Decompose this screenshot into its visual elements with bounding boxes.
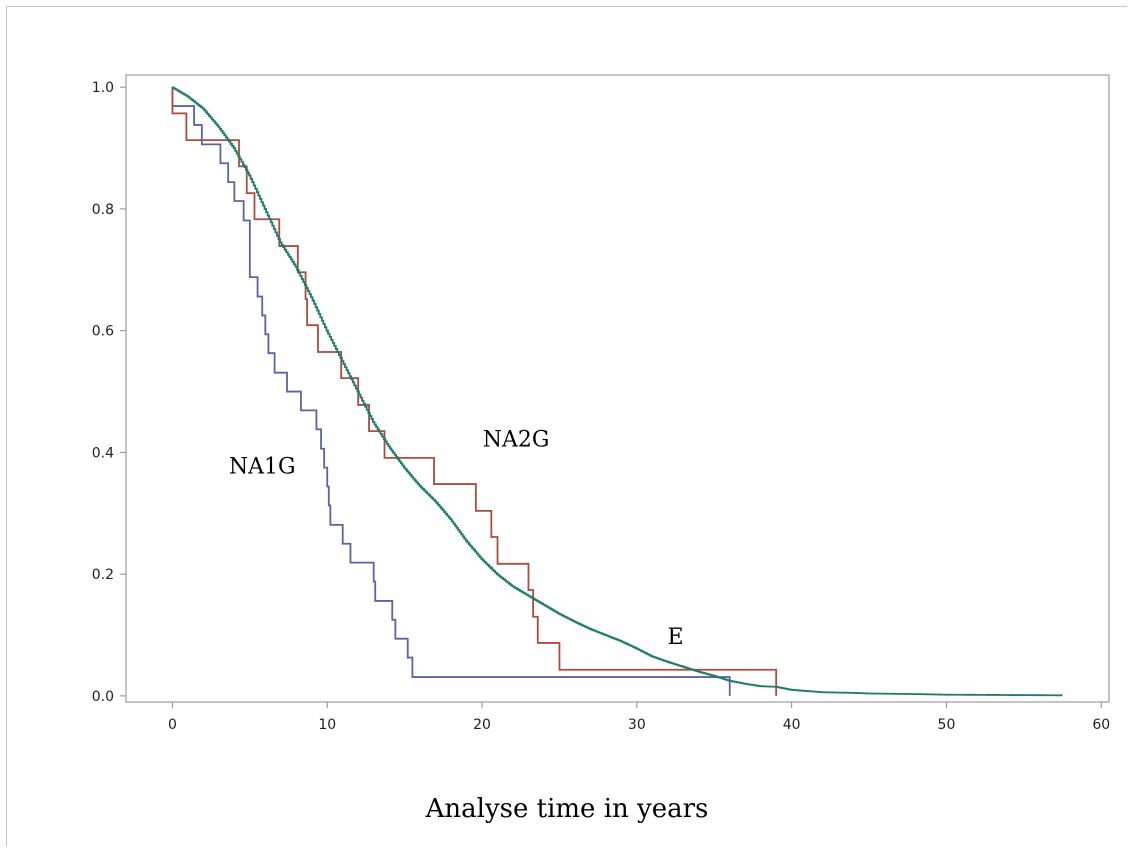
- series-line-e: [172, 86, 1063, 697]
- series-line-na2g: [171, 87, 778, 696]
- y-tick-label: 0.4: [92, 445, 114, 461]
- chart-frame: 0 10 20 30 40 50 60 0.0 0.2 0.4 0.6 0.8 1.0 NA1G NA2…: [6, 6, 1127, 847]
- x-tick-label: 20: [473, 717, 491, 733]
- x-tick-label: 40: [783, 717, 801, 733]
- series-label-na2g: NA2G: [483, 427, 550, 452]
- x-axis: 0 10 20 30 40 50 60: [168, 702, 1110, 733]
- annotation-layer: NA1G NA2G E: [229, 427, 684, 650]
- series-label-na1g: NA1G: [229, 455, 296, 480]
- plot-area-border: [125, 74, 1110, 703]
- survival-chart: 0 10 20 30 40 50 60 0.0 0.2 0.4 0.6 0.8 1.0 NA1G NA2…: [92, 74, 1110, 824]
- x-tick-label: 60: [1092, 717, 1110, 733]
- x-tick-label: 0: [168, 717, 177, 733]
- x-tick-label: 10: [318, 717, 336, 733]
- y-tick-label: 0.0: [92, 689, 114, 705]
- y-axis: 0.0 0.2 0.4 0.6 0.8 1.0: [92, 80, 126, 705]
- series-layer: [171, 86, 1063, 697]
- x-tick-label: 50: [938, 717, 956, 733]
- y-tick-label: 0.8: [92, 202, 114, 218]
- x-tick-label: 30: [628, 717, 646, 733]
- y-tick-label: 0.2: [92, 567, 114, 583]
- x-axis-title: Analyse time in years: [425, 794, 709, 824]
- y-tick-label: 0.6: [92, 324, 114, 340]
- series-label-e: E: [668, 625, 684, 650]
- series-line-na1g: [171, 87, 731, 696]
- y-tick-label: 1.0: [92, 80, 114, 96]
